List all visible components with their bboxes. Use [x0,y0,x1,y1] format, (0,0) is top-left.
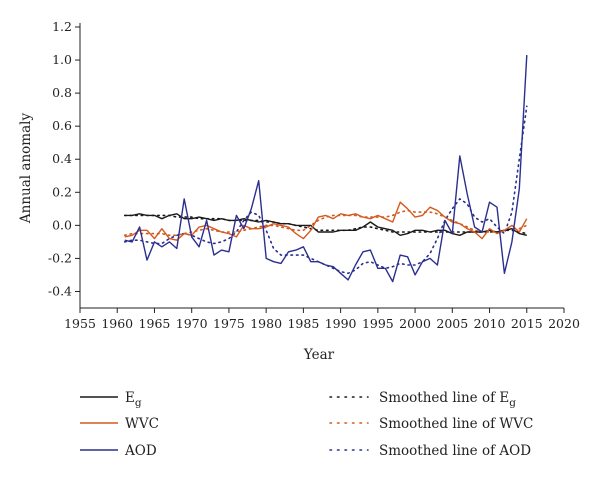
x-tick-label: 1990 [325,316,357,331]
legend-label-smoothed-line-of-eg: Smoothed line of Eg [379,390,516,409]
y-tick-label: 0.2 [52,184,72,199]
legend-label-wvc: WVC [125,416,159,432]
series-line-smoothed-line-of-wvc [123,209,528,237]
x-tick-label: 1960 [101,316,133,331]
x-tick-label: 2005 [436,316,468,331]
x-tick-label: 2020 [548,316,580,331]
y-tick-label: 0.6 [52,118,72,133]
legend-label-smoothed-line-of-wvc: Smoothed line of WVC [379,416,533,432]
y-tick-label: 0.4 [52,151,72,166]
series-line-eg [124,213,527,237]
series-line-smoothed-line-of-eg [123,214,528,235]
x-tick-label: 1970 [176,316,208,331]
x-tick-label: 2000 [399,316,431,331]
y-tick-label: -0.4 [48,283,72,298]
x-tick-label: 1975 [213,316,245,331]
legend-label-aod: AOD [124,443,157,459]
x-tick-label: 1995 [362,316,394,331]
series-line-aod [124,55,528,283]
x-tick-label: 1965 [139,316,171,331]
legend: Eg WVC AOD Smoothed line of Eg Smoothed line… [80,390,533,459]
y-tick-label: 0.8 [52,85,72,100]
x-tick-label: 2010 [474,316,506,331]
y-axis-title: Annual anomaly [18,113,34,225]
x-tick-label: 1985 [287,316,319,331]
x-tick-label: 2015 [511,316,543,331]
y-tick-label: 1.0 [52,52,72,67]
y-tick-label: 0.0 [52,217,72,232]
y-tick-label: 1.2 [52,19,72,34]
plot-area: -0.4 -0.2 0.0 0.2 0.4 0.6 0.8 1.0 1.2 1955 1960 196… [48,19,580,331]
series-line-smoothed-line-of-aod [123,105,528,275]
legend-label-smoothed-line-of-aod: Smoothed line of AOD [379,443,531,459]
legend-label-eg: Eg [125,390,142,409]
x-tick-label: 1955 [64,316,96,331]
x-axis-title: Year [303,347,335,363]
series-line-wvc [124,201,528,241]
x-tick-label: 1980 [250,316,282,331]
y-tick-label: -0.2 [48,250,72,265]
